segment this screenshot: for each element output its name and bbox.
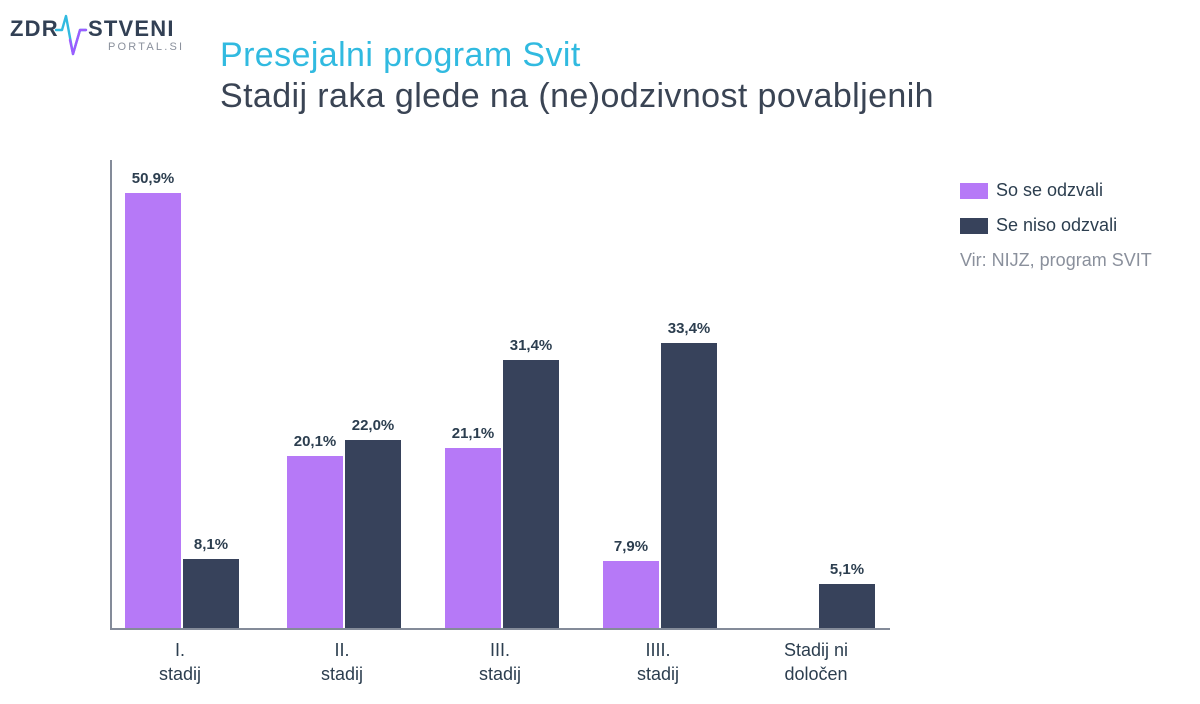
bar: 5,1%	[819, 584, 875, 628]
x-axis-label: II. stadij	[272, 638, 412, 687]
bar: 31,4%	[503, 360, 559, 628]
source-label: Vir: NIJZ, program SVIT	[960, 250, 1190, 271]
bar: 21,1%	[445, 448, 501, 628]
bar-group: 5,1%	[761, 584, 875, 628]
svg-text:STVENI: STVENI	[88, 16, 175, 41]
bar: 33,4%	[661, 343, 717, 628]
bar-value-label: 22,0%	[352, 417, 395, 434]
legend-item: Se niso odzvali	[960, 215, 1190, 236]
bar-group: 20,1%22,0%	[287, 440, 401, 628]
legend-swatch-icon	[960, 183, 988, 199]
x-axis-label: IIII. stadij	[588, 638, 728, 687]
bar-chart: 50,9%8,1%20,1%22,0%21,1%31,4%7,9%33,4%5,…	[110, 160, 890, 630]
bar: 50,9%	[125, 193, 181, 628]
bar-value-label: 7,9%	[614, 538, 648, 555]
legend-swatch-icon	[960, 218, 988, 234]
legend-item: So se odzvali	[960, 180, 1190, 201]
chart-subtitle: Stadij raka glede na (ne)odzivnost povab…	[220, 77, 934, 116]
brand-logo: ZDR STVENI PORTAL.SI	[10, 10, 200, 65]
legend-label: So se odzvali	[996, 180, 1103, 201]
legend-label: Se niso odzvali	[996, 215, 1117, 236]
bar-value-label: 20,1%	[294, 433, 337, 450]
bar: 7,9%	[603, 561, 659, 629]
plot-area: 50,9%8,1%20,1%22,0%21,1%31,4%7,9%33,4%5,…	[110, 160, 890, 630]
bar: 20,1%	[287, 456, 343, 628]
logo-svg: ZDR STVENI PORTAL.SI	[10, 10, 200, 60]
bar-group: 7,9%33,4%	[603, 343, 717, 628]
bar-value-label: 8,1%	[194, 536, 228, 553]
bar-group: 21,1%31,4%	[445, 360, 559, 628]
bar: 8,1%	[183, 559, 239, 628]
bar: 22,0%	[345, 440, 401, 628]
chart-title: Presejalni program Svit	[220, 36, 934, 75]
bar-value-label: 5,1%	[830, 561, 864, 578]
heading-block: Presejalni program Svit Stadij raka gled…	[220, 36, 934, 116]
svg-text:PORTAL.SI: PORTAL.SI	[108, 41, 184, 53]
x-axis-label: Stadij ni določen	[746, 638, 886, 687]
bar-value-label: 50,9%	[132, 170, 175, 187]
x-axis-label: III. stadij	[430, 638, 570, 687]
bar-value-label: 31,4%	[510, 337, 553, 354]
x-axis-label: I. stadij	[110, 638, 250, 687]
bar-value-label: 33,4%	[668, 320, 711, 337]
bar-group: 50,9%8,1%	[125, 193, 239, 628]
legend: So se odzvali Se niso odzvali Vir: NIJZ,…	[960, 180, 1190, 271]
svg-text:ZDR: ZDR	[10, 16, 59, 41]
bar-value-label: 21,1%	[452, 425, 495, 442]
